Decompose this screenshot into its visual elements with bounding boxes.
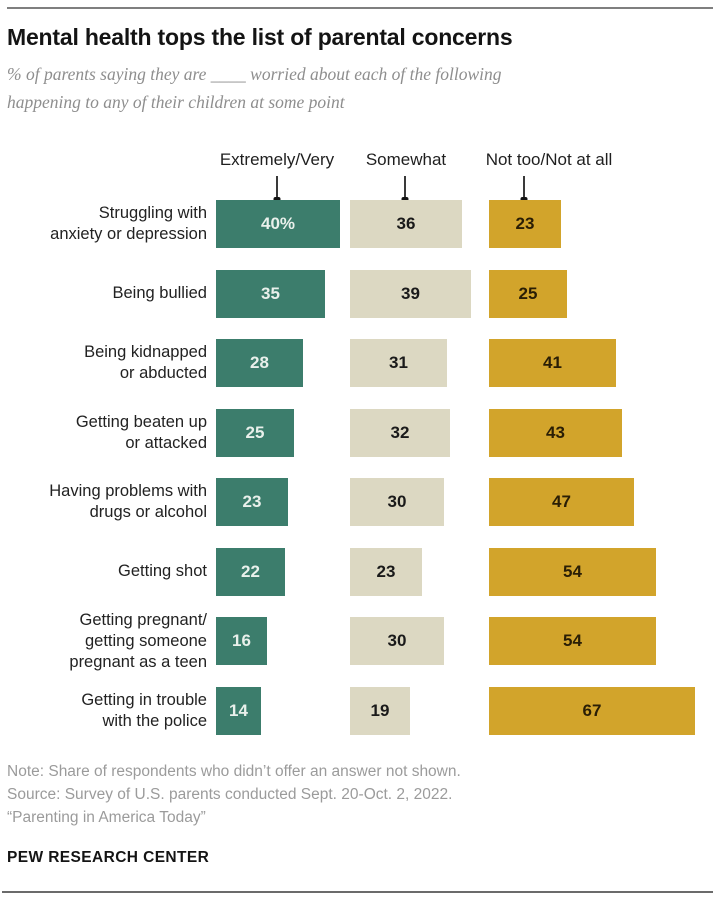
bar-not-too-not-at-all-row-2: 25 (489, 269, 567, 318)
bar-extremely-very-row-7: 16 (216, 617, 267, 665)
bar-extremely-very-row-5: 23 (216, 478, 288, 526)
legend-pointer-line-somewhat (403, 176, 406, 201)
bar-not-too-not-at-all-row-1: 23 (489, 200, 561, 248)
bar-extremely-very-row-8: 14 (216, 686, 261, 735)
top-divider (7, 7, 713, 9)
bar-not-too-not-at-all-row-7: 54 (489, 617, 656, 665)
category-label-getting-pregnant-getting-someone-pregnan: Getting pregnant/ getting someone pregna… (69, 610, 207, 671)
legend-pointer-line-extremely-very (276, 176, 278, 201)
bar-somewhat-row-1: 36 (350, 200, 462, 248)
bar-somewhat-row-3: 31 (350, 339, 447, 387)
bar-not-too-not-at-all-row-4: 43 (489, 408, 622, 457)
pew-research-center-wordmark: PEW RESEARCH CENTER (7, 849, 210, 866)
bar-extremely-very-row-1: 40% (216, 200, 340, 248)
legend-label-somewhat: Somewhat (365, 150, 447, 169)
page-title: Mental health tops the list of parental … (7, 24, 513, 50)
chart-subtitle-line-2: happening to any of their children at so… (7, 92, 345, 112)
bar-somewhat-row-5: 30 (350, 478, 444, 526)
category-label-having-problems-with-drugs-or-alcohol: Having problems with drugs or alcohol (49, 482, 207, 521)
bar-somewhat-row-6: 23 (350, 547, 422, 596)
category-label-struggling-with-anxiety-or-depression: Struggling with anxiety or depression (50, 204, 207, 243)
category-label-being-bullied: Being bullied (112, 284, 208, 302)
bottom-divider (2, 891, 713, 893)
bar-extremely-very-row-6: 22 (216, 547, 285, 596)
source-note: Source: Survey of U.S. parents conducted… (7, 786, 453, 803)
legend-pointer-line-not-too-not-at-all (523, 176, 526, 201)
footnote: Note: Share of respondents who didn’t of… (7, 763, 461, 780)
bar-extremely-very-row-2: 35 (216, 269, 325, 318)
category-label-getting-shot: Getting shot (118, 562, 207, 580)
bar-not-too-not-at-all-row-5: 47 (489, 478, 634, 526)
category-label-getting-in-trouble-with-the-police: Getting in trouble with the police (81, 690, 207, 730)
legend-label-extremely-very: Extremely/Very (219, 150, 335, 169)
category-label-getting-beaten-up-or-attacked: Getting beaten up or attacked (75, 412, 207, 452)
chart-subtitle-line-1: % of parents saying they are ____ worrie… (7, 64, 502, 84)
bar-extremely-very-row-3: 28 (216, 339, 303, 387)
bar-somewhat-row-7: 30 (350, 617, 444, 665)
bar-somewhat-row-8: 19 (350, 686, 410, 735)
report-title-note: “Parenting in America Today” (7, 809, 206, 826)
bar-somewhat-row-2: 39 (350, 269, 471, 318)
bar-not-too-not-at-all-row-6: 54 (489, 547, 656, 596)
legend-label-not-too-not-at-all: Not too/Not at all (485, 150, 613, 169)
bar-extremely-very-row-4: 25 (216, 408, 294, 457)
bar-not-too-not-at-all-row-8: 67 (489, 686, 695, 735)
bar-not-too-not-at-all-row-3: 41 (489, 339, 616, 387)
category-label-being-kidnapped-or-abducted: Being kidnapped or abducted (84, 343, 207, 382)
bar-somewhat-row-4: 32 (350, 408, 450, 457)
